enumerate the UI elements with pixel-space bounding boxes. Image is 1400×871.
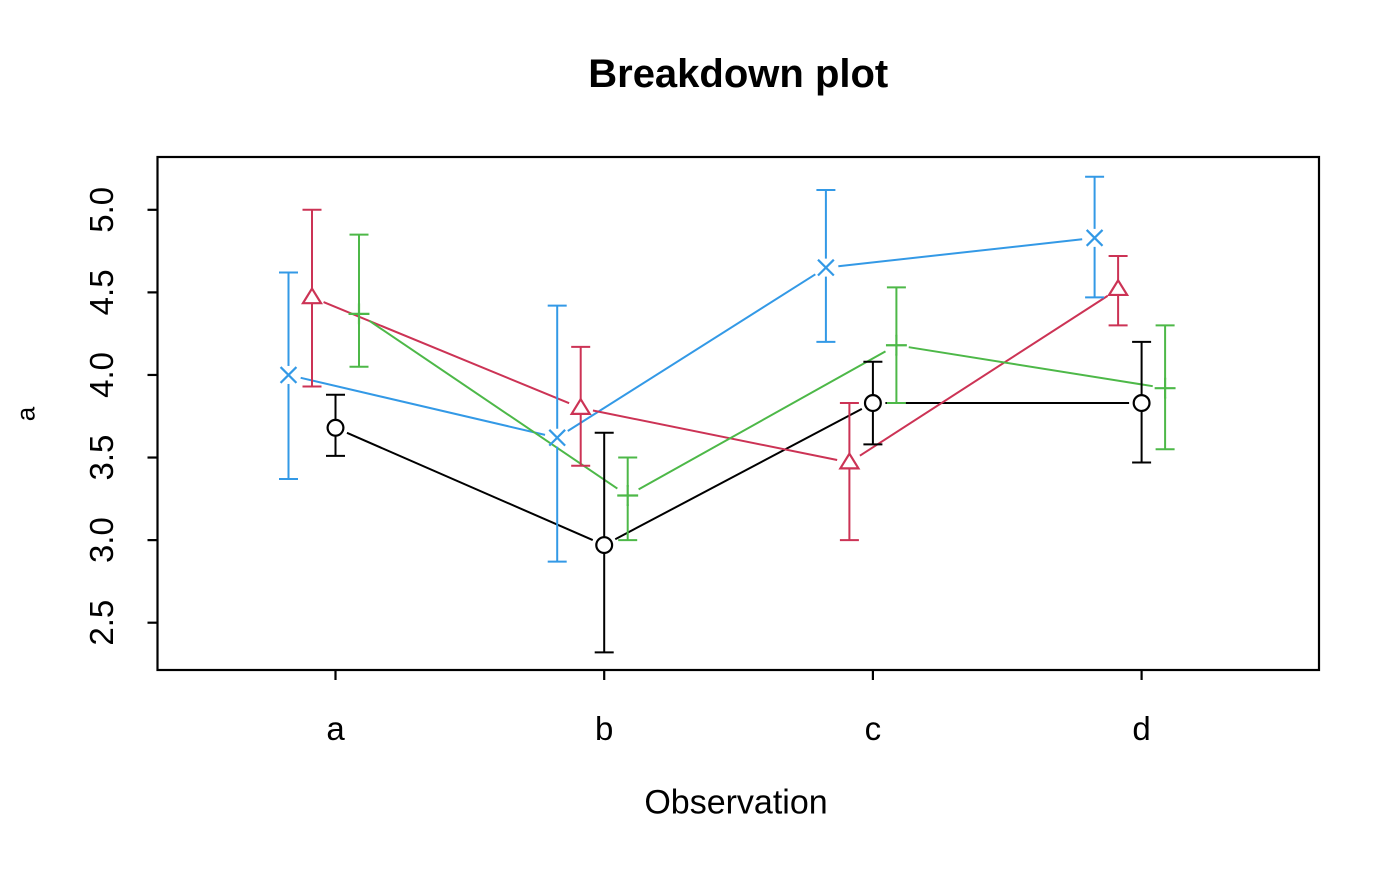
svg-text:4.5: 4.5 [83, 269, 120, 315]
svg-text:4.0: 4.0 [83, 352, 120, 398]
svg-text:3.5: 3.5 [83, 435, 120, 481]
svg-text:c: c [865, 710, 882, 747]
svg-text:b: b [595, 710, 613, 747]
svg-text:d: d [1132, 710, 1150, 747]
svg-text:3.0: 3.0 [83, 517, 120, 563]
svg-text:a: a [326, 710, 345, 747]
svg-text:5.0: 5.0 [83, 187, 120, 233]
svg-text:2.5: 2.5 [83, 600, 120, 646]
